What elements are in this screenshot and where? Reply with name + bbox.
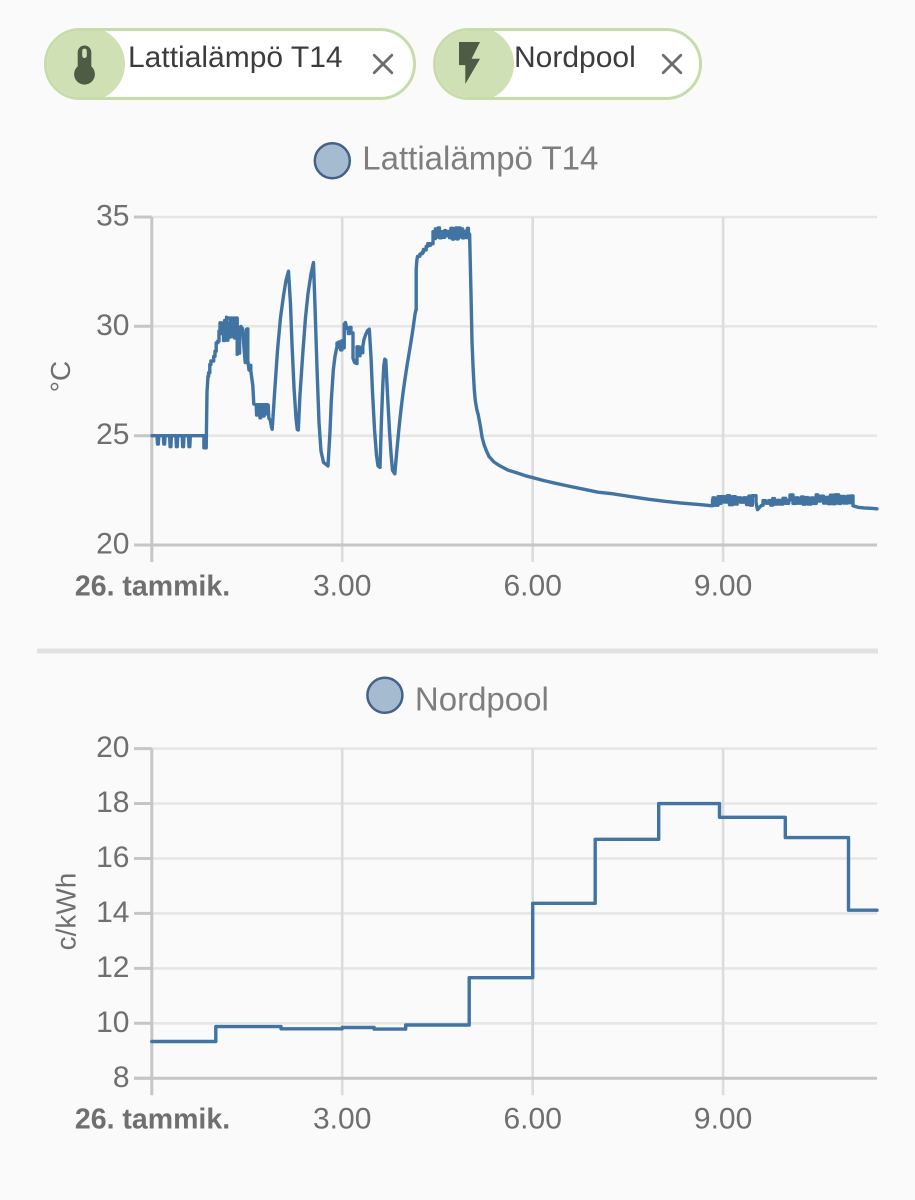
svg-text:9.00: 9.00 (694, 570, 752, 603)
svg-text:3.00: 3.00 (313, 1103, 371, 1136)
svg-text:14: 14 (96, 896, 129, 929)
svg-text:30: 30 (96, 309, 129, 342)
svg-text:16: 16 (96, 841, 129, 874)
svg-text:Nordpool: Nordpool (415, 681, 549, 718)
svg-text:c/kWh: c/kWh (51, 873, 82, 951)
svg-text:3.00: 3.00 (313, 570, 371, 603)
svg-text:26. tammik.: 26. tammik. (75, 1104, 230, 1136)
svg-text:25: 25 (96, 418, 129, 451)
svg-text:20: 20 (96, 731, 129, 764)
svg-text:8: 8 (113, 1061, 130, 1094)
svg-text:20: 20 (96, 528, 129, 561)
svg-text:10: 10 (96, 1006, 129, 1039)
svg-text:6.00: 6.00 (504, 570, 562, 603)
svg-text:18: 18 (96, 786, 129, 819)
svg-text:°C: °C (45, 361, 76, 392)
svg-text:26. tammik.: 26. tammik. (75, 571, 230, 603)
svg-text:Lattialämpö T14: Lattialämpö T14 (362, 139, 598, 176)
svg-text:9.00: 9.00 (694, 1103, 752, 1136)
svg-text:12: 12 (96, 951, 129, 984)
svg-text:35: 35 (96, 200, 129, 233)
svg-text:6.00: 6.00 (504, 1103, 562, 1136)
